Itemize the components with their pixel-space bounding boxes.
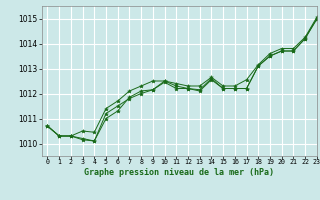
X-axis label: Graphe pression niveau de la mer (hPa): Graphe pression niveau de la mer (hPa) xyxy=(84,168,274,177)
